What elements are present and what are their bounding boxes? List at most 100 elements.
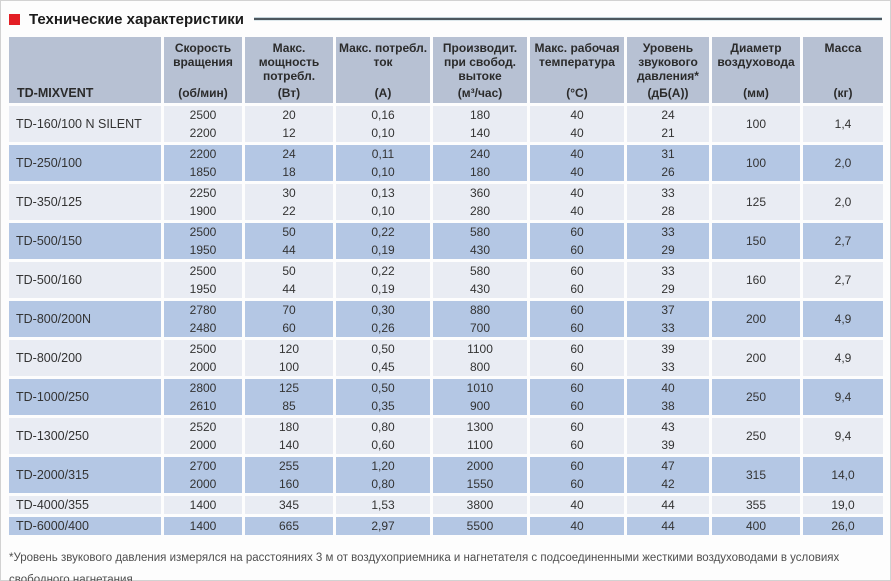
table-row: TD-2000/315 2700 2000 255 160 1,20 0,80 2000 155… [9,457,883,493]
cell-model: TD-6000/400 [9,517,161,535]
cell-temp: 60 60 [530,379,624,415]
cell-diameter: 355 [712,496,800,514]
cell-temp: 60 60 [530,301,624,337]
cell-model: TD-350/125 [9,184,161,220]
cell-temp: 40 [530,496,624,514]
table-header-row: TD-MIXVENT Скорость вращения (об/мин) Макс.… [9,37,883,103]
cell-model: TD-4000/355 [9,496,161,514]
table-row: TD-500/160 2500 1950 50 44 0,22 0,19 580 430 60 60… [9,262,883,298]
cell-mass: 2,7 [803,223,883,259]
column-header-0: Скорость вращения (об/мин) [164,37,242,103]
cell-mass: 4,9 [803,301,883,337]
cell-speed: 1400 [164,517,242,535]
cell-speed: 2800 2610 [164,379,242,415]
cell-flow: 1100 800 [433,340,527,376]
column-header-2: Макс. потребл. ток (А) [336,37,430,103]
cell-mass: 4,9 [803,340,883,376]
cell-temp: 60 60 [530,340,624,376]
cell-power: 30 22 [245,184,333,220]
cell-noise: 44 [627,496,709,514]
cell-model: TD-500/160 [9,262,161,298]
footnote-line: свободного нагнетания. [9,574,136,581]
cell-mass: 2,0 [803,184,883,220]
cell-flow: 180 140 [433,106,527,142]
cell-flow: 1300 1100 [433,418,527,454]
cell-power: 20 12 [245,106,333,142]
table-row: TD-4000/355 1400 345 1,53 3800 40 44 355 19,0 [9,496,883,514]
cell-current: 0,50 0,45 [336,340,430,376]
column-header-7: Масса (кг) [803,37,883,103]
cell-current: 0,22 0,19 [336,223,430,259]
cell-diameter: 250 [712,379,800,415]
cell-current: 1,53 [336,496,430,514]
cell-noise: 40 38 [627,379,709,415]
cell-temp: 40 40 [530,145,624,181]
cell-flow: 360 280 [433,184,527,220]
table-row: TD-1300/250 2520 2000 180 140 0,80 0,60 1300 110… [9,418,883,454]
cell-diameter: 315 [712,457,800,493]
cell-speed: 2520 2000 [164,418,242,454]
cell-power: 50 44 [245,223,333,259]
cell-mass: 14,0 [803,457,883,493]
column-header-4: Макс. рабочая температура (°C) [530,37,624,103]
cell-speed: 2500 1950 [164,262,242,298]
table-row: TD-800/200N 2780 2480 70 60 0,30 0,26 880 700 60 6… [9,301,883,337]
cell-power: 345 [245,496,333,514]
table-row: TD-1000/250 2800 2610 125 85 0,50 0,35 1010 900 6… [9,379,883,415]
cell-speed: 2250 1900 [164,184,242,220]
cell-temp: 60 60 [530,418,624,454]
cell-speed: 1400 [164,496,242,514]
cell-noise: 33 29 [627,223,709,259]
column-header-3: Производит. при свобод. вытоке (м³/час) [433,37,527,103]
cell-noise: 39 33 [627,340,709,376]
cell-model: TD-2000/315 [9,457,161,493]
cell-current: 0,11 0,10 [336,145,430,181]
cell-diameter: 200 [712,301,800,337]
cell-flow: 5500 [433,517,527,535]
cell-mass: 2,0 [803,145,883,181]
cell-temp: 40 40 [530,106,624,142]
cell-mass: 9,4 [803,379,883,415]
cell-diameter: 200 [712,340,800,376]
table-row: TD-160/100 N SILENT 2500 2200 20 12 0,16 0,10 1… [9,106,883,142]
cell-flow: 1010 900 [433,379,527,415]
cell-speed: 2200 1850 [164,145,242,181]
cell-power: 255 160 [245,457,333,493]
cell-temp: 60 60 [530,457,624,493]
cell-current: 0,50 0,35 [336,379,430,415]
cell-noise: 47 42 [627,457,709,493]
cell-temp: 60 60 [530,223,624,259]
footnote-line: *Уровень звукового давления измерялся на… [9,552,840,564]
cell-diameter: 150 [712,223,800,259]
cell-power: 180 140 [245,418,333,454]
title-divider-line [254,18,882,20]
cell-current: 0,30 0,26 [336,301,430,337]
table-row: TD-800/200 2500 2000 120 100 0,50 0,45 1100 800 6… [9,340,883,376]
cell-noise: 33 28 [627,184,709,220]
column-header-model: TD-MIXVENT [9,37,161,103]
cell-diameter: 100 [712,106,800,142]
cell-model: TD-160/100 N SILENT [9,106,161,142]
cell-diameter: 100 [712,145,800,181]
specs-table: TD-MIXVENT Скорость вращения (об/мин) Макс.… [6,34,886,538]
column-header-1: Макс. мощность потребл. (Вт) [245,37,333,103]
table-body: TD-160/100 N SILENT 2500 2200 20 12 0,16 0,10 1… [9,106,883,535]
cell-power: 24 18 [245,145,333,181]
cell-noise: 24 21 [627,106,709,142]
cell-diameter: 250 [712,418,800,454]
cell-speed: 2500 2000 [164,340,242,376]
cell-current: 0,80 0,60 [336,418,430,454]
red-square-bullet-icon [9,13,20,25]
cell-diameter: 160 [712,262,800,298]
cell-current: 0,22 0,19 [336,262,430,298]
cell-model: TD-800/200N [9,301,161,337]
cell-mass: 2,7 [803,262,883,298]
page-title: Технические характеристики [29,10,245,28]
table-row: TD-500/150 2500 1950 50 44 0,22 0,19 580 430 60 60… [9,223,883,259]
cell-current: 0,16 0,10 [336,106,430,142]
cell-model: TD-250/100 [9,145,161,181]
column-header-6: Диаметр воздуховода (мм) [712,37,800,103]
cell-diameter: 125 [712,184,800,220]
section-header: Технические характеристики [9,10,882,28]
